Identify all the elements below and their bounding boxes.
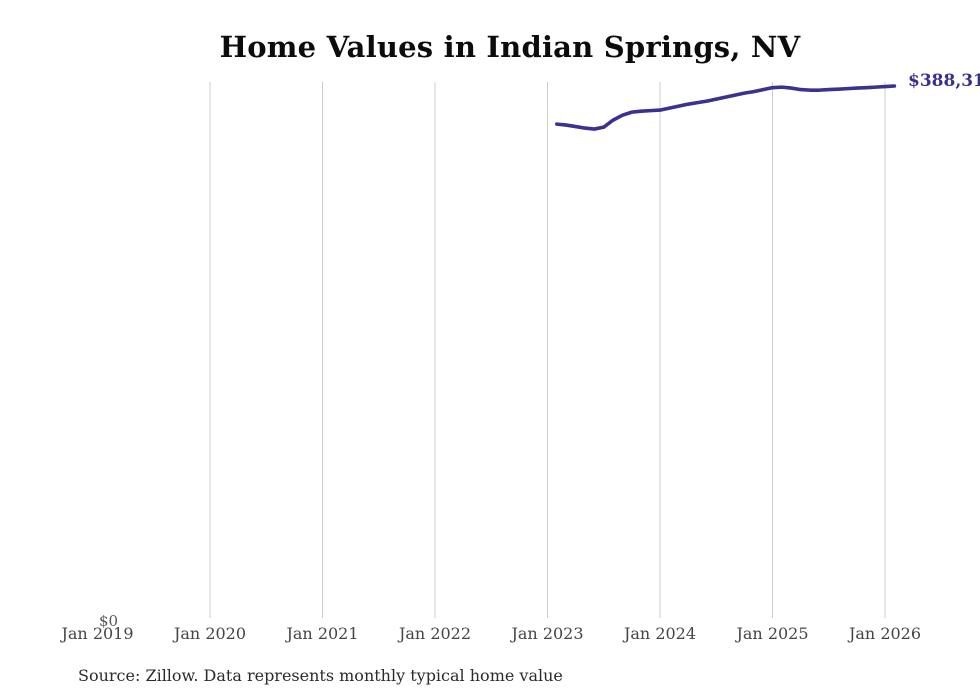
x-tick-jan-2019: Jan 2019	[61, 624, 134, 643]
x-tick-jan-2022: Jan 2022	[398, 624, 472, 643]
x-tick-jan-2026: Jan 2026	[848, 624, 922, 643]
x-tick-jan-2023: Jan 2023	[511, 624, 584, 643]
chart-title: Home Values in Indian Springs, NV	[219, 30, 801, 64]
x-tick-jan-2021: Jan 2021	[286, 624, 359, 643]
x-tick-jan-2020: Jan 2020	[173, 624, 247, 643]
source-note: Source: Zillow. Data represents monthly …	[78, 666, 563, 685]
x-tick-jan-2025: Jan 2025	[736, 624, 809, 643]
end-value-label: $388,31	[908, 71, 980, 91]
y-axis-zero-label: $0	[99, 612, 119, 630]
x-tick-jan-2024: Jan 2024	[623, 624, 697, 643]
home-value-line	[555, 84, 897, 131]
